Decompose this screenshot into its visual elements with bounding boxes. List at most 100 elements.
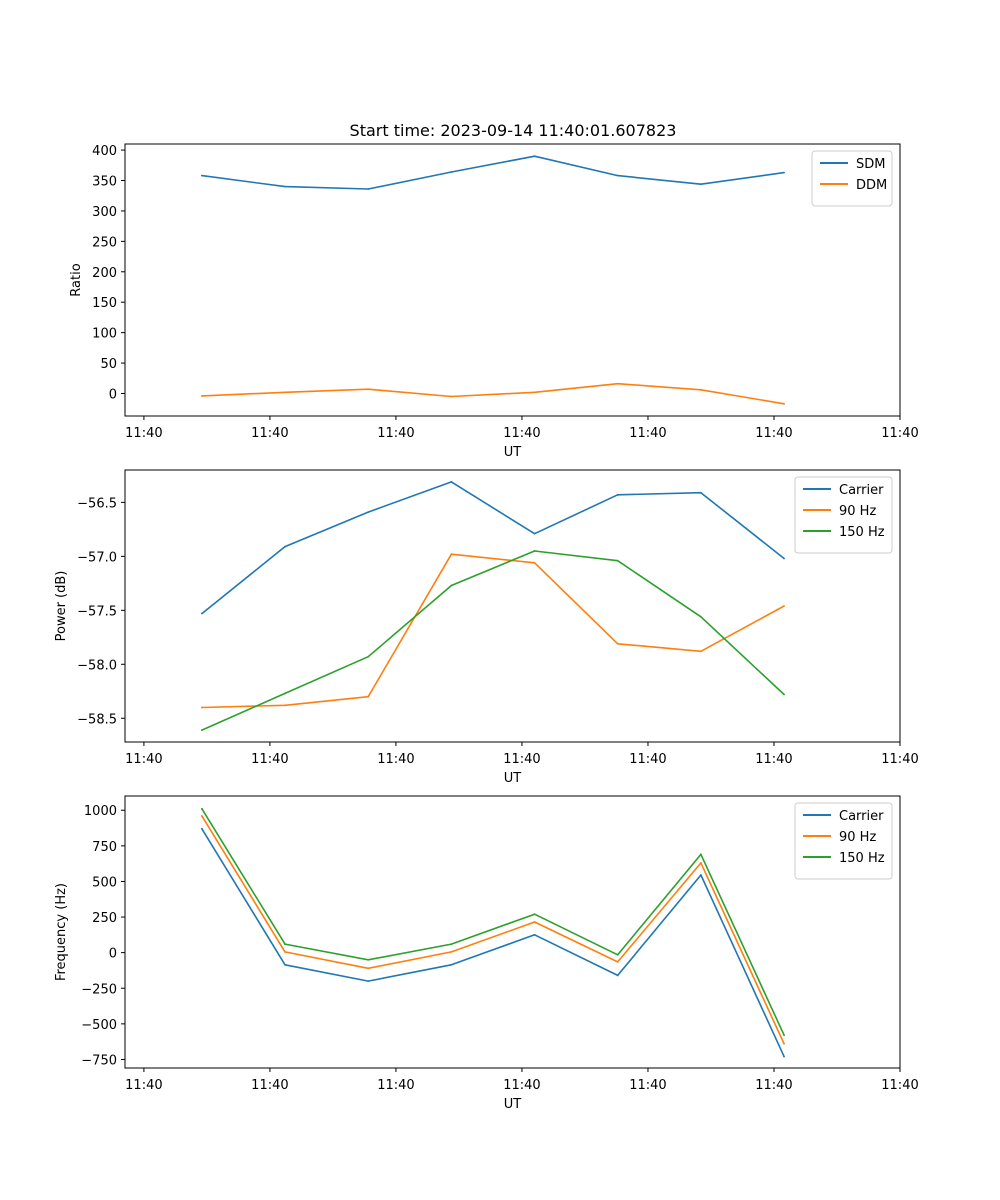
y-tick-label: −58.5 [77, 712, 117, 727]
series-line-150-hz [201, 808, 785, 1036]
x-tick-label: 11:40 [629, 426, 666, 441]
data-point-90-hz [450, 553, 453, 556]
data-point-90-hz [450, 951, 453, 953]
data-point-carrier [284, 545, 286, 548]
data-point-150-hz [367, 958, 370, 961]
data-point-90-hz [699, 650, 702, 653]
data-point-carrier [783, 557, 785, 560]
data-point-150-hz [616, 559, 619, 562]
data-point-carrier [450, 963, 453, 966]
data-point-150-hz [783, 693, 785, 696]
x-tick-label: 11:40 [251, 426, 288, 441]
legend-label: Carrier [839, 483, 884, 498]
x-tick-label: 11:40 [125, 426, 162, 441]
x-tick-label: 11:40 [503, 1078, 540, 1093]
data-point-carrier [533, 532, 536, 535]
x-tick-label: 11:40 [503, 752, 540, 767]
legend-box [811, 150, 893, 207]
y-tick-label: −250 [81, 982, 117, 997]
data-point-150-hz [284, 692, 286, 695]
x-tick-label: 11:40 [377, 426, 414, 441]
data-point-90-hz [200, 815, 203, 817]
x-tick-label: 11:40 [881, 426, 918, 441]
data-point-sdm [367, 188, 370, 190]
legend-label: 90 Hz [839, 504, 876, 519]
data-point-sdm [450, 171, 453, 173]
data-point-150-hz [200, 729, 203, 732]
series-line-sdm [201, 155, 785, 190]
x-tick-label: 11:40 [503, 426, 540, 441]
data-point-150-hz [699, 853, 702, 856]
legend-label: DDM [856, 178, 887, 193]
data-point-ddm [450, 395, 453, 398]
data-point-150-hz [533, 550, 536, 552]
x-axis-label: UT [504, 771, 522, 786]
series-line-150-hz [201, 550, 785, 731]
data-point-90-hz [616, 642, 619, 645]
x-axis-label: UT [504, 1097, 522, 1112]
y-axis-label: Power (dB) [54, 571, 69, 642]
data-point-carrier [699, 491, 702, 494]
y-tick-label: 300 [92, 205, 117, 220]
data-point-150-hz [200, 807, 203, 810]
legend-label: Carrier [839, 809, 884, 824]
data-point-150-hz [783, 1034, 785, 1037]
series-line-carrier [201, 481, 785, 615]
data-point-carrier [200, 612, 203, 615]
legend-label: 150 Hz [839, 851, 885, 866]
data-point-150-hz [533, 913, 536, 916]
legend-box [794, 802, 893, 880]
legend-box [794, 476, 893, 554]
data-point-ddm [367, 388, 370, 391]
data-point-ddm [284, 391, 286, 394]
y-tick-label: −750 [81, 1053, 117, 1068]
y-axis-label: Ratio [69, 263, 84, 296]
y-tick-label: −57.0 [77, 550, 117, 565]
y-tick-label: 750 [92, 840, 117, 855]
data-point-carrier [284, 963, 286, 966]
data-point-150-hz [699, 615, 702, 618]
data-point-90-hz [699, 862, 702, 864]
y-tick-label: 50 [100, 357, 117, 372]
data-point-90-hz [533, 561, 536, 564]
y-tick-label: −500 [81, 1018, 117, 1033]
x-tick-label: 11:40 [377, 1078, 414, 1093]
chart-title: Start time: 2023-09-14 11:40:01.607823 [350, 121, 677, 140]
y-tick-label: −56.5 [77, 496, 117, 511]
ratio-panel: 11:4011:4011:4011:4011:4011:4011:4011:41… [69, 143, 919, 460]
series-line-90-hz [201, 553, 785, 709]
legend-label: SDM [856, 157, 885, 172]
data-point-sdm [783, 171, 785, 174]
data-point-150-hz [450, 584, 453, 587]
axes-frame [124, 469, 901, 743]
data-point-carrier [699, 874, 702, 876]
y-tick-label: 250 [92, 235, 117, 250]
series-line-carrier [201, 828, 785, 1057]
data-point-carrier [367, 980, 370, 983]
y-tick-label: 350 [92, 175, 117, 190]
x-tick-label: 11:40 [125, 752, 162, 767]
y-tick-label: 200 [92, 266, 117, 281]
y-tick-label: 1000 [84, 804, 117, 819]
x-tick-label: 11:40 [881, 1078, 918, 1093]
data-point-sdm [616, 174, 619, 177]
data-point-sdm [200, 174, 203, 177]
power-panel: 11:4011:4011:4011:4011:4011:4011:4011:41… [54, 469, 919, 786]
y-tick-label: 100 [92, 327, 117, 342]
data-point-carrier [616, 974, 619, 977]
x-tick-label: 11:40 [629, 1078, 666, 1093]
data-point-carrier [200, 827, 203, 830]
data-point-150-hz [450, 943, 453, 946]
legend-label: 90 Hz [839, 830, 876, 845]
data-point-150-hz [616, 953, 619, 956]
y-tick-label: 400 [92, 144, 117, 159]
axes-frame [124, 143, 901, 417]
data-point-ddm [533, 391, 536, 394]
x-tick-label: 11:40 [755, 752, 792, 767]
x-axis-label: UT [504, 445, 522, 460]
data-point-sdm [533, 155, 536, 158]
data-point-150-hz [367, 655, 370, 658]
x-tick-label: 11:40 [125, 1078, 162, 1093]
data-point-ddm [616, 382, 619, 385]
